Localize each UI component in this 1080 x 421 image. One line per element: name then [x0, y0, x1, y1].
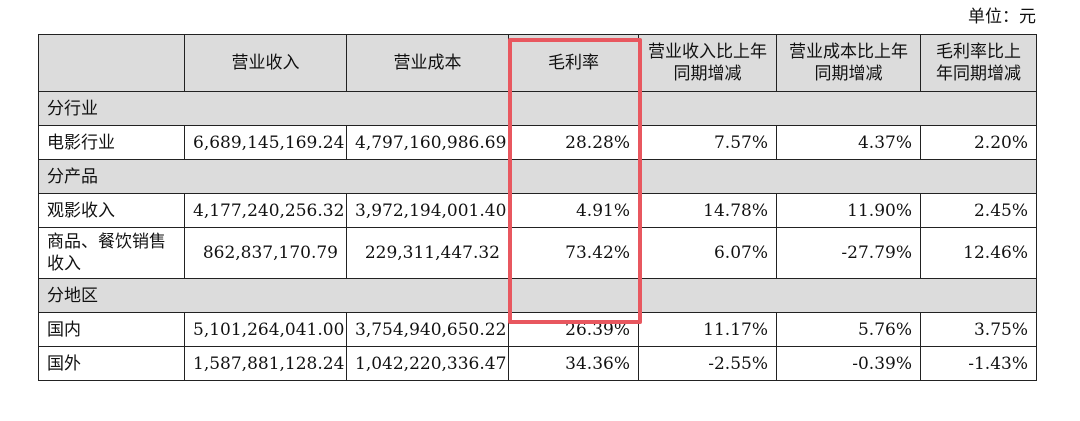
table-cell: 14.78% [638, 193, 777, 228]
section-row: 分产品 [38, 159, 1037, 194]
unit-label: 单位：元 [968, 7, 1036, 27]
row-label: 观影收入 [38, 193, 185, 228]
table-cell: 12.46% [920, 227, 1037, 279]
header-cell: 营业成本比上年同期增减 [776, 34, 921, 92]
financial-table: 营业收入 营业成本 毛利率 营业收入比上年同期增减 营业成本比上年同期增减 毛利… [38, 34, 1037, 381]
table-cell: 73.42% [508, 227, 639, 279]
table-row: 观影收入 4,177,240,256.32 3,972,194,001.40 4.91… [38, 193, 1037, 228]
table-cell: 4.91% [508, 193, 639, 228]
table-row: 国内 5,101,264,041.00 3,754,940,650.22 26.39%… [38, 312, 1037, 347]
table-row: 国外 1,587,881,128.24 1,042,220,336.47 34.36%… [38, 346, 1037, 381]
section-label: 分行业 [38, 91, 1037, 126]
header-cell: 营业成本 [346, 34, 509, 92]
table-cell: 6.07% [638, 227, 777, 279]
table-cell: 28.28% [508, 125, 639, 160]
table-cell: 3.75% [920, 312, 1037, 347]
table-cell: -27.79% [776, 227, 921, 279]
table-cell: 229,311,447.32 [346, 227, 509, 279]
table-cell: 4.37% [776, 125, 921, 160]
table-cell: 3,972,194,001.40 [346, 193, 509, 228]
row-label: 国外 [38, 346, 185, 381]
table-cell: 1,587,881,128.24 [184, 346, 347, 381]
table-cell: 7.57% [638, 125, 777, 160]
section-label: 分产品 [38, 159, 1037, 194]
header-cell: 营业收入 [184, 34, 347, 92]
table-row: 电影行业 6,689,145,169.24 4,797,160,986.69 28.2… [38, 125, 1037, 160]
row-label: 电影行业 [38, 125, 185, 160]
table-cell: 1,042,220,336.47 [346, 346, 509, 381]
table-row: 商品、餐饮销售收入 862,837,170.79 229,311,447.32 73.… [38, 227, 1037, 279]
table-cell: -0.39% [776, 346, 921, 381]
section-row: 分行业 [38, 91, 1037, 126]
table-cell: 5.76% [776, 312, 921, 347]
table-cell: 11.90% [776, 193, 921, 228]
header-cell: 毛利率 [508, 34, 639, 92]
table-cell: 4,797,160,986.69 [346, 125, 509, 160]
table-cell: 4,177,240,256.32 [184, 193, 347, 228]
table-cell: 5,101,264,041.00 [184, 312, 347, 347]
table-cell: 862,837,170.79 [184, 227, 347, 279]
table-cell: 6,689,145,169.24 [184, 125, 347, 160]
table-cell: 3,754,940,650.22 [346, 312, 509, 347]
header-cell [38, 34, 185, 92]
section-label: 分地区 [38, 278, 1037, 313]
row-label: 商品、餐饮销售收入 [38, 227, 185, 279]
table-cell: 34.36% [508, 346, 639, 381]
table-cell: -1.43% [920, 346, 1037, 381]
table-cell: 11.17% [638, 312, 777, 347]
table-cell: 2.20% [920, 125, 1037, 160]
table-cell: 26.39% [508, 312, 639, 347]
table-cell: -2.55% [638, 346, 777, 381]
header-row: 营业收入 营业成本 毛利率 营业收入比上年同期增减 营业成本比上年同期增减 毛利… [38, 34, 1037, 92]
section-row: 分地区 [38, 278, 1037, 313]
header-cell: 营业收入比上年同期增减 [638, 34, 777, 92]
table-cell: 2.45% [920, 193, 1037, 228]
header-cell: 毛利率比上年同期增减 [920, 34, 1037, 92]
row-label: 国内 [38, 312, 185, 347]
